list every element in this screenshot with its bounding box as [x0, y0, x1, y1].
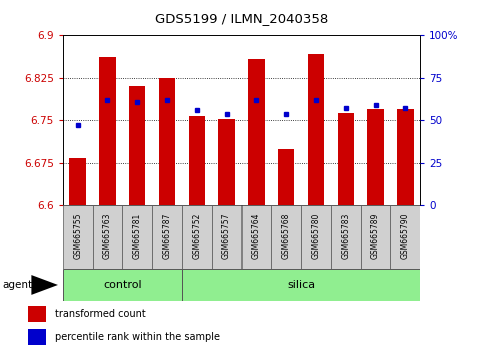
Bar [308, 53, 324, 205]
Bar [182, 269, 420, 301]
Bar [242, 205, 271, 269]
Bar [70, 158, 86, 205]
Text: agent: agent [2, 280, 32, 290]
Text: GSM665787: GSM665787 [163, 213, 171, 259]
Text: GSM665768: GSM665768 [282, 213, 291, 259]
Bar [331, 205, 361, 269]
Bar [99, 57, 115, 205]
Text: GSM665763: GSM665763 [103, 213, 112, 259]
Bar [152, 205, 182, 269]
Bar [397, 109, 413, 205]
Bar [271, 205, 301, 269]
Bar [28, 329, 46, 345]
Text: transformed count: transformed count [55, 309, 145, 319]
Bar [122, 205, 152, 269]
Text: GSM665781: GSM665781 [133, 213, 142, 259]
Bar [63, 205, 93, 269]
Text: GDS5199 / ILMN_2040358: GDS5199 / ILMN_2040358 [155, 12, 328, 25]
Bar [63, 269, 182, 301]
Bar [28, 306, 46, 321]
Bar [189, 116, 205, 205]
Text: GSM665755: GSM665755 [73, 213, 82, 259]
Bar [390, 205, 420, 269]
Bar [301, 205, 331, 269]
Bar [248, 59, 265, 205]
Bar [278, 149, 294, 205]
Text: control: control [103, 280, 142, 290]
Text: GSM665789: GSM665789 [371, 213, 380, 259]
Bar [212, 205, 242, 269]
Text: GSM665752: GSM665752 [192, 213, 201, 259]
Text: GSM665790: GSM665790 [401, 213, 410, 259]
Text: percentile rank within the sample: percentile rank within the sample [55, 332, 220, 342]
Text: GSM665764: GSM665764 [252, 213, 261, 259]
Bar [361, 205, 390, 269]
Bar [93, 205, 122, 269]
Bar [368, 109, 384, 205]
Text: GSM665757: GSM665757 [222, 213, 231, 259]
Bar [129, 86, 145, 205]
Bar [218, 119, 235, 205]
Text: GSM665783: GSM665783 [341, 213, 350, 259]
Polygon shape [31, 275, 58, 295]
Text: GSM665780: GSM665780 [312, 213, 320, 259]
Bar [182, 205, 212, 269]
Bar [338, 113, 354, 205]
Bar [159, 78, 175, 205]
Text: silica: silica [287, 280, 315, 290]
